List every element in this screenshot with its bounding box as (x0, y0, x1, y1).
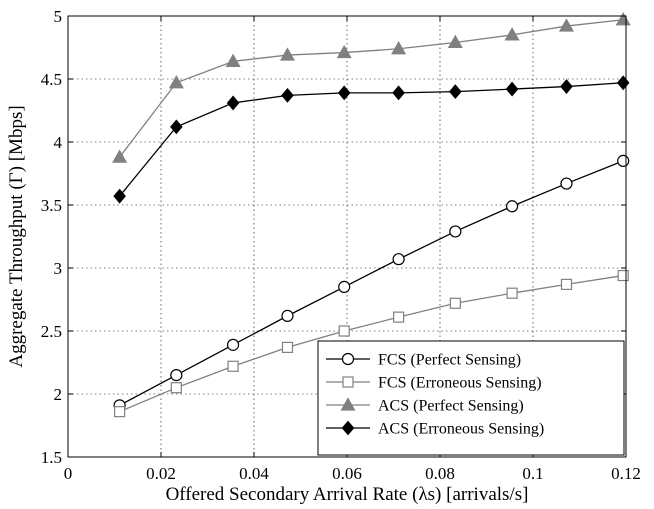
data-point (168, 75, 184, 89)
data-point (226, 95, 240, 111)
data-point (281, 309, 294, 322)
legend-item: FCS (Perfect Sensing) (326, 352, 521, 369)
series-4 (113, 75, 630, 204)
data-point (337, 85, 351, 101)
data-point (281, 341, 294, 353)
data-point (226, 338, 240, 351)
legend-marker (342, 376, 354, 388)
series-line (119, 160, 624, 406)
data-point (558, 18, 575, 32)
data-point (506, 287, 518, 299)
data-point (505, 200, 519, 213)
data-point (113, 188, 126, 204)
y-tick-label: 1.5 (41, 448, 62, 467)
data-point (615, 12, 631, 26)
legend-marker (341, 352, 355, 366)
x-tick-label: 0.04 (239, 464, 269, 483)
series-line (119, 19, 624, 158)
data-point (616, 75, 630, 91)
legend-marker (341, 420, 355, 436)
y-tick-label: 4 (54, 133, 63, 152)
y-axis-title: Aggregate Throughput (Γ) [Mbps] (6, 105, 27, 367)
data-point (227, 360, 239, 372)
y-tick-label: 4.5 (41, 70, 62, 89)
data-point (114, 406, 126, 418)
data-point (336, 44, 352, 59)
data-point (392, 253, 405, 266)
data-point (393, 311, 405, 323)
data-point (170, 119, 183, 135)
legend-label: ACS (Erroneous Sensing) (378, 421, 544, 438)
legend-item: ACS (Erroneous Sensing) (326, 421, 544, 438)
y-tick-label: 3.5 (41, 196, 62, 215)
data-point (170, 382, 182, 394)
x-tick-label: 0.12 (611, 464, 641, 483)
data-point (225, 53, 241, 67)
y-tick-label: 5 (54, 7, 63, 26)
legend-item: ACS (Perfect Sensing) (326, 397, 524, 415)
x-tick-label: 0 (64, 464, 73, 483)
data-point (279, 47, 296, 61)
x-tick-label: 0.08 (425, 464, 455, 483)
data-point (617, 154, 630, 167)
y-tick-label: 3 (54, 259, 63, 278)
data-point (505, 81, 519, 97)
legend-box (317, 340, 625, 456)
series-layer (112, 12, 631, 418)
data-point (281, 87, 294, 103)
data-point (447, 34, 463, 49)
data-point (504, 27, 520, 41)
y-tick-label: 2.5 (41, 322, 62, 341)
data-point (449, 297, 461, 309)
series-2 (114, 269, 629, 418)
legend-label: ACS (Perfect Sensing) (378, 398, 524, 415)
x-tick-label: 0.06 (332, 464, 362, 483)
series-line (119, 82, 624, 197)
legend: FCS (Perfect Sensing) FCS (Erroneous Sens… (317, 340, 625, 456)
series-line (119, 274, 624, 413)
data-point (560, 278, 573, 290)
data-point (449, 84, 462, 100)
data-point (560, 177, 573, 190)
data-point (391, 41, 407, 55)
data-point (112, 149, 128, 163)
data-point (338, 280, 351, 293)
data-point (392, 85, 405, 101)
data-point (617, 269, 629, 282)
x-axis-title: Offered Secondary Arrival Rate (λs) [arr… (166, 484, 529, 505)
legend-label: FCS (Erroneous Sensing) (378, 375, 542, 392)
data-point (449, 225, 462, 238)
y-tick-label: 2 (54, 385, 63, 404)
legend-item: FCS (Erroneous Sensing) (326, 375, 542, 392)
legend-marker (340, 397, 356, 411)
data-point (560, 79, 573, 94)
data-point (170, 369, 183, 382)
x-tick-label: 0.02 (146, 464, 176, 483)
x-tick-label: 0.1 (522, 464, 543, 483)
legend-label: FCS (Perfect Sensing) (378, 352, 521, 369)
data-point (338, 325, 350, 337)
